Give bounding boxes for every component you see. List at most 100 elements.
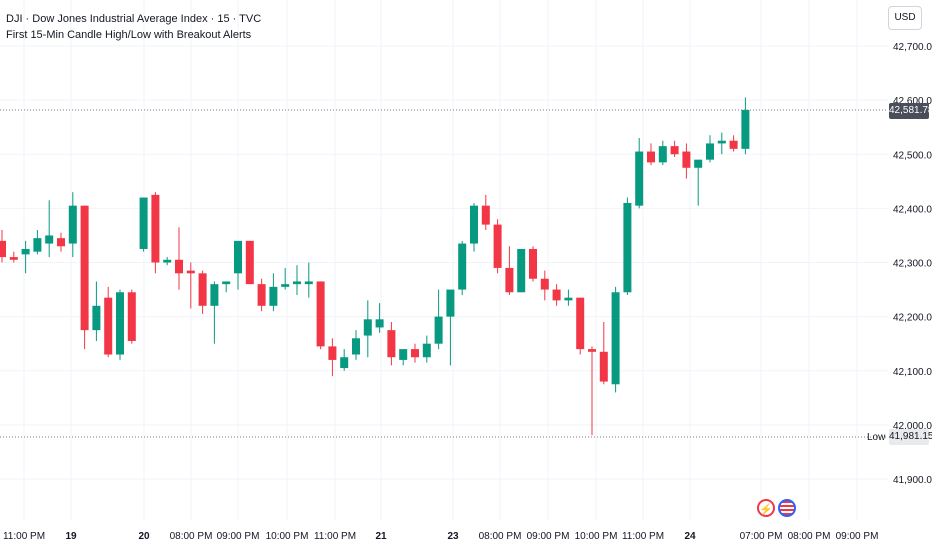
- candle: [493, 219, 502, 274]
- candle-body: [658, 146, 667, 163]
- candle: [245, 240, 254, 285]
- candle-body: [186, 270, 195, 274]
- indicator-title[interactable]: First 15-Min Candle High/Low with Breako…: [6, 29, 252, 41]
- candle: [33, 230, 42, 255]
- candle-body: [375, 319, 384, 328]
- candle-body: [234, 240, 242, 274]
- candle-body: [422, 343, 431, 358]
- currency-button[interactable]: USD: [888, 6, 922, 30]
- candle: [45, 200, 54, 258]
- candle-body: [564, 297, 573, 301]
- candle: [316, 281, 325, 350]
- candle-body: [694, 159, 703, 168]
- x-tick-label: 08:00 PM: [170, 531, 213, 542]
- candle: [104, 286, 113, 358]
- candle: [340, 349, 349, 371]
- lightning-bolt-icon[interactable]: ⚡: [757, 499, 775, 517]
- candle: [694, 159, 703, 206]
- candle-body: [33, 238, 42, 252]
- x-tick-label: 09:00 PM: [527, 531, 570, 542]
- candle-body: [481, 205, 490, 225]
- us-flag-icon[interactable]: [778, 499, 796, 517]
- candle-body: [446, 289, 455, 317]
- y-tick-label: 42,300.00: [893, 259, 932, 270]
- candle: [21, 240, 30, 274]
- y-tick-label: 42,000.00: [893, 421, 932, 432]
- candle-body: [352, 338, 360, 355]
- candle: [446, 289, 455, 366]
- candle-body: [316, 281, 325, 347]
- candle: [481, 194, 490, 231]
- candle-body: [493, 224, 502, 268]
- candle: [552, 284, 561, 306]
- x-tick-label: 08:00 PM: [788, 531, 831, 542]
- candle-body: [139, 197, 148, 249]
- candle-body: [387, 330, 396, 358]
- candle-body: [257, 284, 266, 306]
- candle: [422, 335, 431, 363]
- x-tick-label: 10:00 PM: [575, 531, 618, 542]
- candle-body: [399, 349, 408, 360]
- candle-body: [623, 202, 632, 293]
- candle-body: [670, 146, 679, 155]
- candle-body: [411, 349, 419, 358]
- candle-body: [116, 292, 124, 355]
- candle-body: [328, 346, 337, 360]
- candle-body: [647, 151, 655, 163]
- candle: [139, 197, 148, 252]
- x-tick-label: 19: [65, 531, 77, 542]
- candle-body: [269, 286, 278, 306]
- candle-body: [470, 205, 478, 244]
- candle-body: [104, 297, 113, 355]
- candle-body: [198, 273, 207, 306]
- candle-body: [281, 284, 290, 287]
- candle: [458, 240, 467, 295]
- candle-body: [729, 140, 738, 149]
- candle: [729, 135, 738, 152]
- y-tick-label: 42,400.00: [893, 204, 932, 215]
- y-tick-label: 42,700.00: [893, 42, 932, 53]
- candle-body: [552, 289, 561, 301]
- candle: [127, 289, 136, 344]
- candle-body: [529, 248, 537, 279]
- candle-body: [717, 140, 726, 144]
- candle: [198, 270, 207, 314]
- candle-body: [175, 259, 183, 274]
- x-tick-label: 07:00 PM: [740, 531, 783, 542]
- candle-body: [588, 349, 596, 352]
- candle: [529, 246, 537, 282]
- x-tick-label: 11:00 PM: [622, 531, 664, 542]
- candle-body: [304, 281, 313, 285]
- candle-body: [293, 281, 301, 285]
- candle: [658, 140, 667, 166]
- candle: [588, 346, 596, 436]
- candle-body: [340, 357, 349, 369]
- x-tick-label: 11:00 PM: [314, 531, 356, 542]
- low-label: Low: [867, 432, 886, 443]
- candle-body: [540, 278, 549, 290]
- y-tick-label: 42,200.00: [893, 313, 932, 324]
- candle: [222, 281, 231, 293]
- candle-body: [505, 267, 514, 293]
- y-tick-label: 42,100.00: [893, 367, 932, 378]
- x-tick-label: 10:00 PM: [266, 531, 309, 542]
- candle: [328, 338, 337, 377]
- candle: [0, 230, 6, 263]
- candle: [293, 265, 301, 295]
- candle: [269, 273, 278, 312]
- candle-body: [57, 238, 65, 247]
- candle-body: [635, 151, 644, 206]
- y-tick-label: 41,900.00: [893, 475, 932, 486]
- candle: [281, 267, 290, 290]
- symbol-title[interactable]: DJI · Dow Jones Industrial Average Index…: [6, 13, 262, 25]
- candle: [151, 192, 160, 274]
- candle: [363, 300, 372, 358]
- candle: [175, 227, 183, 290]
- candle-body: [151, 194, 160, 263]
- candle: [163, 257, 172, 266]
- candle: [682, 143, 691, 179]
- candle-body: [210, 284, 219, 306]
- candle: [387, 322, 396, 366]
- price-axis: 42,700.00 42,600.00 42,500.00 42,400.00 42,3…: [893, 42, 932, 486]
